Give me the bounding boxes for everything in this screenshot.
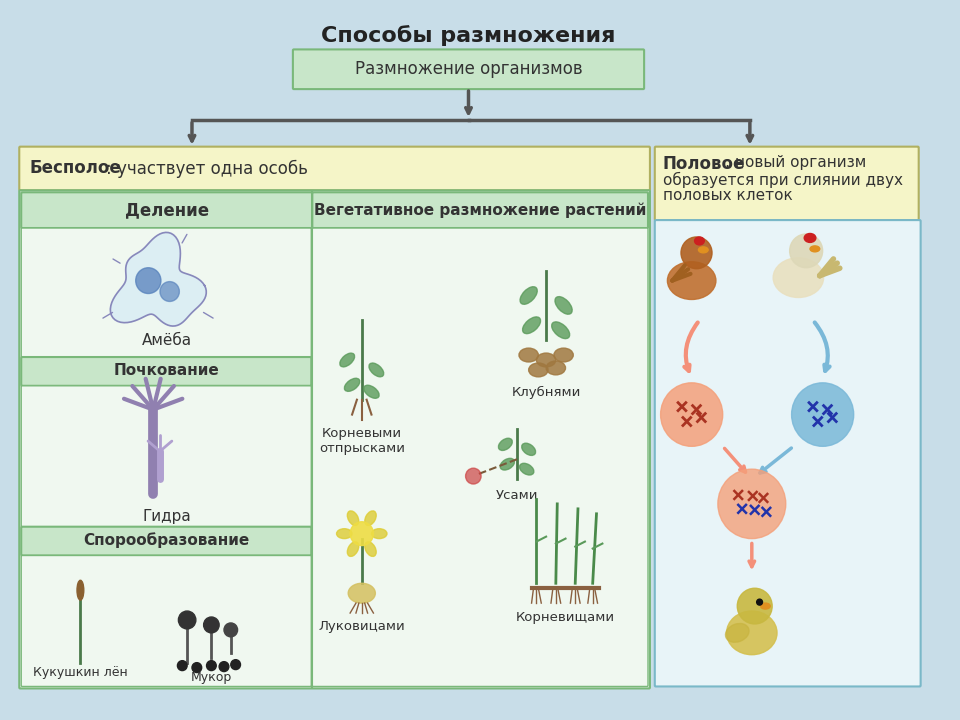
Circle shape (204, 617, 219, 633)
Polygon shape (110, 233, 206, 326)
Circle shape (230, 660, 241, 670)
Ellipse shape (364, 385, 379, 398)
Circle shape (681, 237, 712, 269)
Text: Деление: Деление (125, 201, 209, 219)
Text: : новый организм: : новый организм (725, 155, 866, 170)
Ellipse shape (773, 258, 824, 297)
Ellipse shape (500, 459, 515, 470)
Text: Бесполое: Бесполое (30, 160, 122, 178)
Ellipse shape (77, 580, 84, 600)
Ellipse shape (340, 353, 354, 367)
FancyBboxPatch shape (655, 147, 919, 220)
Ellipse shape (348, 542, 359, 557)
FancyBboxPatch shape (21, 527, 311, 555)
Ellipse shape (348, 511, 359, 526)
Ellipse shape (365, 542, 376, 557)
Ellipse shape (369, 363, 384, 377)
Ellipse shape (695, 237, 705, 245)
Text: Половое: Половое (662, 155, 745, 173)
Ellipse shape (699, 247, 708, 253)
Ellipse shape (519, 463, 534, 475)
Text: : участвует одна особь: : участвует одна особь (106, 159, 307, 178)
Ellipse shape (727, 611, 777, 654)
FancyBboxPatch shape (21, 555, 311, 686)
FancyBboxPatch shape (655, 220, 921, 686)
FancyBboxPatch shape (21, 386, 311, 527)
Ellipse shape (365, 511, 376, 526)
Ellipse shape (345, 378, 360, 392)
Circle shape (179, 611, 196, 629)
Text: Корневыми
отпрысками: Корневыми отпрысками (319, 428, 405, 456)
Circle shape (660, 383, 723, 446)
Circle shape (224, 623, 237, 637)
Text: Клубнями: Клубнями (512, 386, 581, 399)
FancyBboxPatch shape (19, 190, 650, 688)
Ellipse shape (522, 317, 540, 333)
Circle shape (350, 522, 373, 546)
Circle shape (135, 268, 161, 294)
Circle shape (178, 661, 187, 670)
Ellipse shape (760, 603, 770, 609)
Ellipse shape (537, 353, 556, 367)
Ellipse shape (521, 444, 536, 456)
Text: Гидра: Гидра (142, 509, 191, 524)
Ellipse shape (810, 246, 820, 252)
Ellipse shape (498, 438, 513, 451)
Text: Размножение организмов: Размножение организмов (354, 60, 583, 78)
Ellipse shape (804, 233, 816, 243)
FancyBboxPatch shape (21, 228, 311, 357)
Text: Почкование: Почкование (114, 364, 220, 379)
Circle shape (790, 234, 823, 268)
Circle shape (756, 599, 762, 605)
Circle shape (718, 469, 786, 539)
Circle shape (206, 661, 216, 670)
Text: Амёба: Амёба (142, 333, 192, 348)
Circle shape (737, 588, 772, 624)
Text: Луковицами: Луковицами (319, 620, 405, 633)
Text: Корневищами: Корневищами (516, 611, 615, 624)
Ellipse shape (554, 348, 573, 362)
Ellipse shape (529, 363, 548, 377)
Text: Спорообразование: Спорообразование (84, 533, 250, 549)
Text: Мукор: Мукор (191, 671, 232, 684)
Ellipse shape (519, 348, 539, 362)
Ellipse shape (667, 262, 716, 300)
FancyBboxPatch shape (312, 228, 648, 686)
Circle shape (219, 662, 228, 672)
Text: образуется при слиянии двух: образуется при слиянии двух (662, 171, 902, 188)
Text: половых клеток: половых клеток (662, 189, 792, 203)
Ellipse shape (520, 287, 538, 305)
Text: Усами: Усами (495, 489, 539, 502)
Ellipse shape (348, 583, 375, 603)
Ellipse shape (372, 528, 387, 539)
Ellipse shape (555, 297, 572, 314)
Circle shape (792, 383, 853, 446)
Ellipse shape (552, 322, 569, 338)
Ellipse shape (337, 528, 352, 539)
Circle shape (160, 282, 180, 302)
FancyBboxPatch shape (21, 192, 312, 228)
Text: Способы размножения: Способы размножения (322, 24, 615, 45)
Ellipse shape (546, 361, 565, 375)
Circle shape (466, 468, 481, 484)
FancyBboxPatch shape (312, 192, 648, 228)
Text: Кукушкин лён: Кукушкин лён (33, 666, 128, 679)
Circle shape (192, 662, 202, 672)
FancyBboxPatch shape (21, 357, 311, 386)
FancyBboxPatch shape (293, 50, 644, 89)
Text: Вегетативное размножение растений: Вегетативное размножение растений (314, 202, 646, 218)
FancyBboxPatch shape (19, 147, 650, 190)
Ellipse shape (726, 624, 749, 642)
